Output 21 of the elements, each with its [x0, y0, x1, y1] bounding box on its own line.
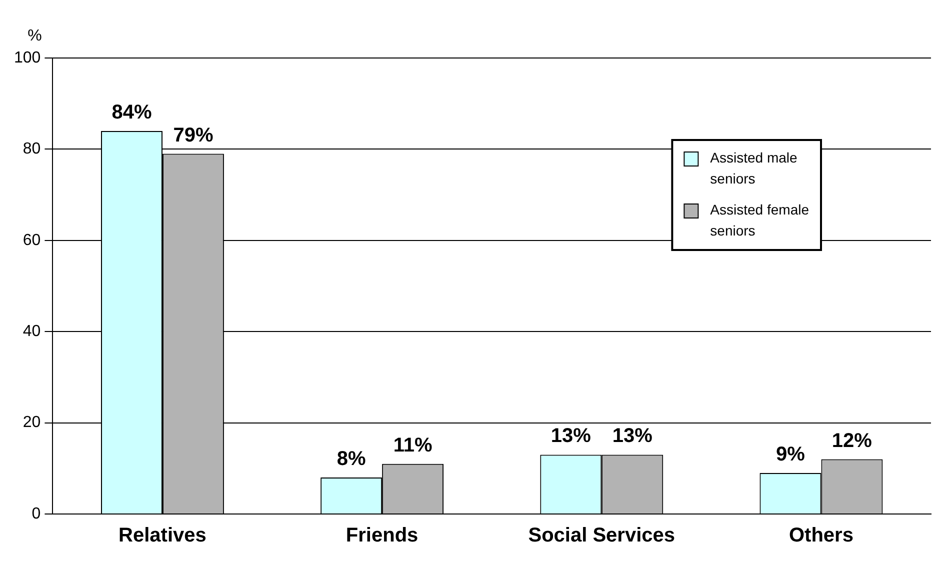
- y-tick-label: 60: [22, 232, 41, 249]
- data-label: 13%: [612, 425, 653, 448]
- y-axis-title: %: [28, 27, 42, 44]
- x-tick-label: Relatives: [118, 524, 206, 547]
- data-label: 79%: [173, 124, 214, 146]
- y-tick-label: 20: [22, 414, 41, 432]
- x-tick-label: Social Services: [528, 524, 676, 547]
- legend-label: Assisted male seniors: [710, 149, 798, 186]
- x-tick-label: Friends: [346, 524, 418, 547]
- legend-label: Assisted female seniors: [710, 201, 810, 238]
- y-tick-label: 100: [14, 49, 41, 66]
- y-tick-label: 0: [32, 505, 41, 522]
- data-label: 8%: [336, 448, 366, 470]
- data-label: 11%: [393, 434, 432, 456]
- y-tick-label: 40: [22, 323, 41, 340]
- data-label: 12%: [832, 430, 872, 452]
- data-label: 84%: [112, 101, 152, 124]
- data-label: 9%: [776, 443, 806, 466]
- y-tick-label: 80: [22, 140, 41, 158]
- x-tick-label: Others: [788, 524, 854, 547]
- data-label: 13%: [550, 425, 592, 448]
